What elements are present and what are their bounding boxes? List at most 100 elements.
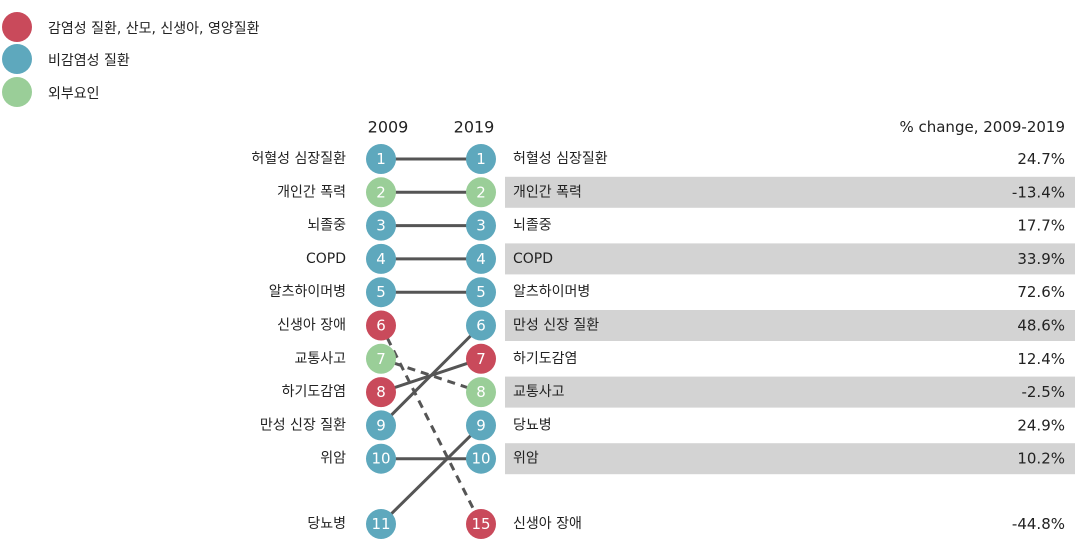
rank-circle-2009 [366,310,396,341]
cause-label-2019: 알츠하이머병 [513,284,590,300]
rank-number-2009: 8 [376,383,386,401]
legend-label-noncommunicable: 비감염성 질환 [48,53,130,69]
legend: 감염성 질환, 산모, 신생아, 영양질환 비감염성 질환 외부요인 [0,0,400,110]
cause-label-2019: 허혈성 심장질환 [513,151,608,167]
year-label-2009: 2009 [368,118,409,137]
cause-label-2019: 하기도감염 [513,351,577,367]
rank-number-2009: 1 [376,150,386,168]
rank-circle-2019 [466,177,496,208]
legend-swatch-infectious [2,12,32,42]
rank-circle-2009 [366,377,396,408]
cause-label-2009: 하기도감염 [282,384,346,400]
rank-number-2019: 7 [476,350,486,368]
rank-circle-2009 [366,144,396,174]
rank-circle-2019 [466,243,496,274]
rank-circle-2019 [466,343,496,374]
percent-change-value: 24.7% [1017,150,1065,168]
year-label-2019: 2019 [454,118,495,137]
rank-number-2019: 6 [476,317,486,335]
cause-label-2009: 알츠하이머병 [269,284,346,300]
percent-change-value: -44.8% [1012,515,1065,533]
rank-number-2019: 15 [471,515,490,533]
rank-circle-2019 [466,210,496,241]
table-band [505,243,1075,275]
rank-number-2019: 9 [476,416,486,434]
rank-number-2009: 4 [376,250,386,268]
rank-link [379,424,483,526]
cause-label-2019: 뇌졸중 [513,218,552,234]
rank-circle-2019 [466,277,496,308]
cause-label-2009: 뇌졸중 [307,218,346,234]
rank-circle-2009 [366,277,396,308]
rank-number-2019: 2 [476,183,486,201]
percent-change-value: 12.4% [1017,350,1065,368]
rank-number-2019: 4 [476,250,486,268]
rank-number-2009: 6 [376,317,386,335]
rank-number-2009: 10 [371,450,390,468]
rank-number-2009: 3 [376,217,386,235]
rank-number-2009: 11 [371,515,390,533]
rank-circle-2019 [466,509,496,539]
legend-item-noncommunicable: 비감염성 질환 [0,44,400,78]
table-band [505,176,1075,208]
cause-label-2009: 만성 신장 질환 [260,417,346,433]
rank-circle-2019 [466,144,496,174]
rank-link [380,357,482,394]
percent-change-value: 33.9% [1017,250,1065,268]
cause-label-2019: 당뇨병 [513,417,552,433]
rank-number-2019: 5 [476,283,486,301]
rank-circle-2009 [366,509,396,539]
legend-label-external: 외부요인 [48,86,100,102]
rank-number-2019: 1 [476,150,486,168]
percent-change-value: 10.2% [1017,450,1065,468]
legend-swatch-noncommunicable [2,44,32,74]
cause-label-2019: 신생아 장애 [513,516,582,532]
rank-number-2009: 5 [376,283,386,301]
cause-label-2019: COPD [513,251,553,267]
percent-change-value: 72.6% [1017,283,1065,301]
rank-number-2019: 8 [476,383,486,401]
rank-link [379,324,483,525]
cause-label-2009: 위암 [320,451,346,467]
cause-label-2009: 교통사고 [294,351,346,367]
percent-change-value: -13.4% [1012,183,1065,201]
rank-number-2009: 2 [376,183,386,201]
rank-circle-2009 [366,410,396,441]
percent-change-value: 24.9% [1017,416,1065,434]
change-header: % change, 2009-2019 [899,118,1065,136]
cause-label-2009: 당뇨병 [307,516,346,532]
rank-circle-2019 [466,310,496,341]
rank-circle-2019 [466,410,496,441]
cause-label-2009: COPD [306,251,346,267]
rank-circle-2009 [366,443,396,474]
rank-circle-2009 [366,243,396,274]
cause-label-2019: 위암 [513,451,539,467]
cause-label-2019: 만성 신장 질환 [513,318,599,334]
cause-label-2009: 허혈성 심장질환 [251,151,346,167]
legend-item-infectious: 감염성 질환, 산모, 신생아, 영양질환 [0,12,400,46]
cause-label-2009: 신생아 장애 [277,318,346,334]
rank-link [379,324,483,427]
rank-circle-2009 [366,177,396,208]
rank-number-2009: 9 [376,416,386,434]
rank-circle-2019 [466,377,496,408]
rank-circle-2009 [366,343,396,374]
table-band [505,443,1075,475]
legend-swatch-external [2,77,32,107]
rank-number-2019: 3 [476,217,486,235]
legend-label-infectious: 감염성 질환, 산모, 신생아, 영양질환 [48,21,260,37]
percent-change-value: -2.5% [1021,383,1065,401]
rank-circle-2019 [466,443,496,474]
table-band [505,376,1075,408]
table-band [505,310,1075,341]
cause-label-2009: 개인간 폭력 [277,184,346,200]
percent-change-value: 48.6% [1017,317,1065,335]
rank-circle-2009 [366,210,396,241]
percent-change-value: 17.7% [1017,217,1065,235]
rank-number-2019: 10 [471,450,490,468]
rank-number-2009: 7 [376,350,386,368]
cause-label-2019: 교통사고 [513,384,565,400]
legend-item-external: 외부요인 [0,77,400,111]
cause-label-2019: 개인간 폭력 [513,184,582,200]
